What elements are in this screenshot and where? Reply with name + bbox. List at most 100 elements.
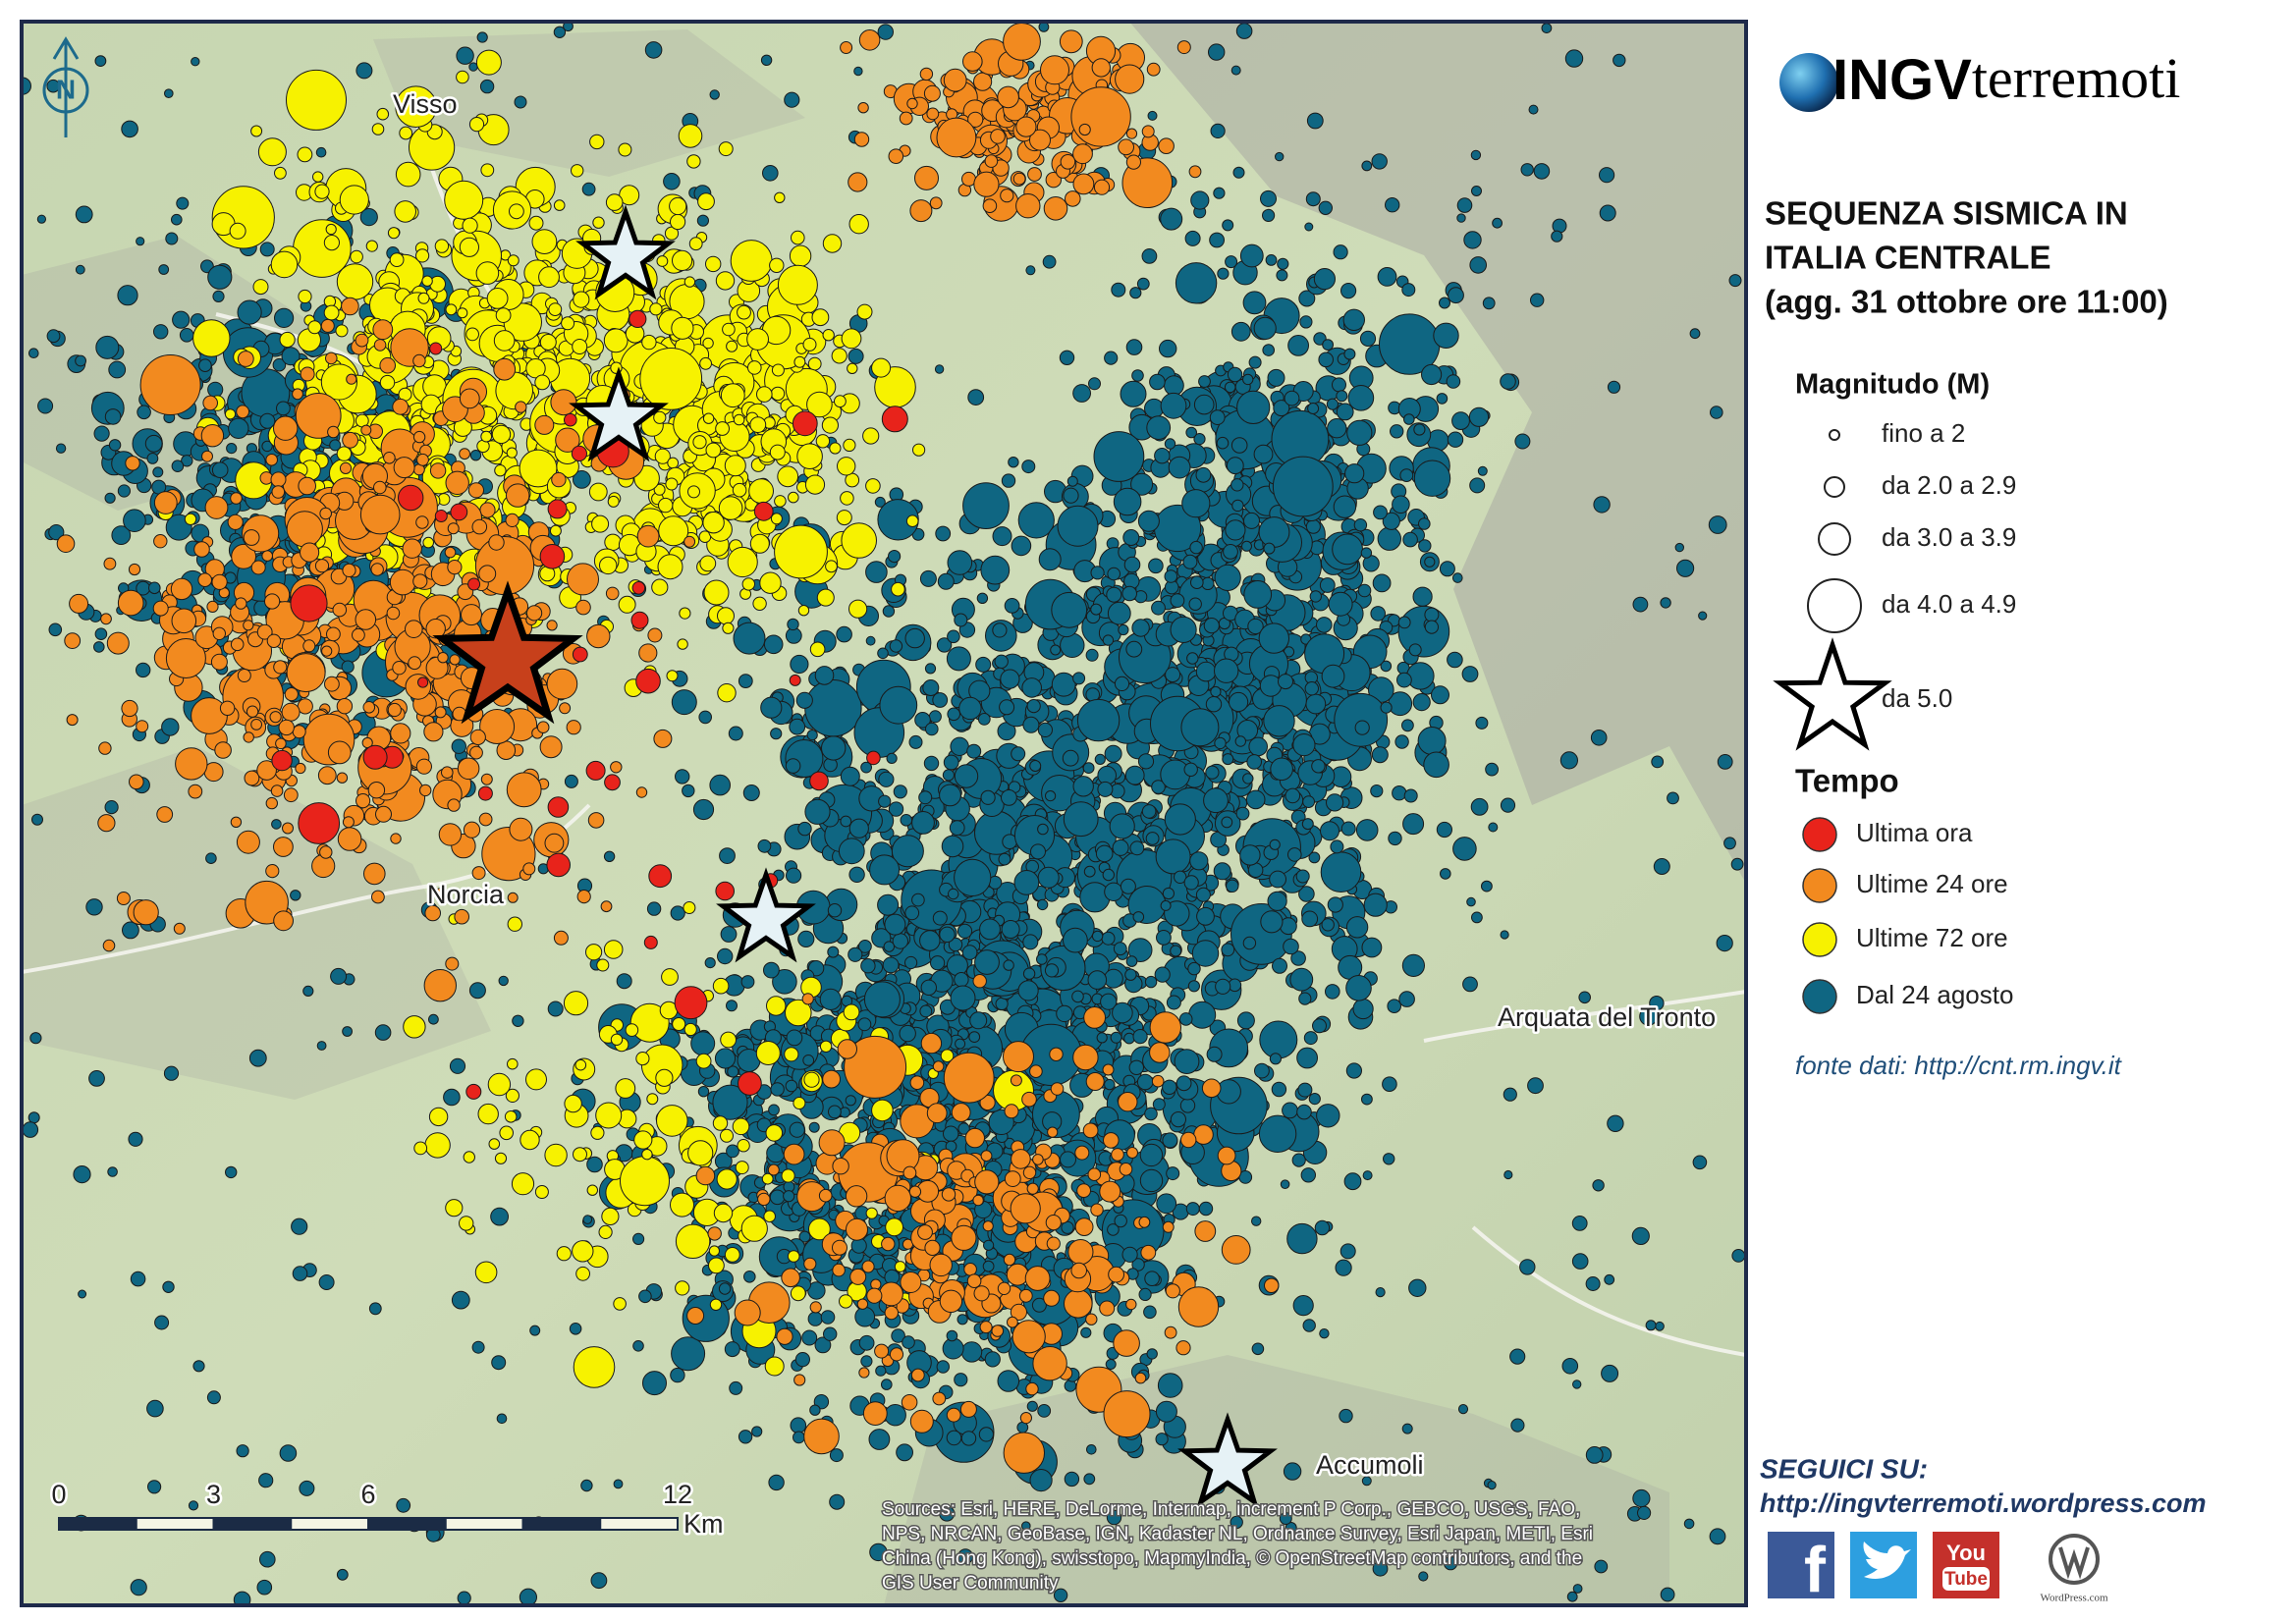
- epicenter: [1390, 424, 1404, 439]
- epicenter: [1447, 431, 1464, 448]
- epicenter: [715, 271, 736, 291]
- epicenter: [882, 605, 896, 618]
- epicenter: [1402, 813, 1425, 836]
- epicenter: [653, 729, 673, 748]
- epicenter: [1127, 938, 1153, 962]
- epicenter: [699, 356, 712, 370]
- epicenter: [1253, 444, 1274, 464]
- epicenter: [379, 356, 397, 374]
- epicenter: [273, 415, 299, 441]
- epicenter: [580, 1479, 593, 1492]
- epicenter: [687, 485, 700, 499]
- epicenter: [1361, 1093, 1373, 1106]
- epicenter: [743, 1271, 756, 1283]
- epicenter: [702, 337, 714, 350]
- epicenter: [1079, 882, 1111, 913]
- epicenter: [1380, 701, 1393, 714]
- epicenter: [1050, 644, 1062, 656]
- epicenter: [491, 424, 512, 445]
- epicenter: [1345, 975, 1372, 1001]
- epicenter: [1196, 906, 1215, 926]
- epicenter: [733, 413, 745, 426]
- epicenter: [1551, 230, 1563, 243]
- epicenter: [718, 1282, 732, 1295]
- epicenter: [1269, 870, 1286, 889]
- epicenter: [821, 416, 840, 434]
- epicenter: [394, 200, 417, 223]
- epicenter: [787, 1250, 800, 1263]
- epicenter: [567, 563, 599, 596]
- epicenter: [1353, 518, 1368, 532]
- epicenter: [539, 735, 563, 759]
- epicenter: [479, 502, 496, 518]
- epicenter: [1326, 793, 1344, 812]
- epicenter: [1296, 1047, 1318, 1069]
- epicenter: [1042, 254, 1057, 269]
- epicenter: [1059, 350, 1075, 365]
- epicenter: [845, 1095, 856, 1107]
- epicenter: [722, 322, 736, 337]
- epicenter: [713, 1203, 734, 1223]
- epicenter: [854, 1306, 876, 1327]
- epicenter: [672, 249, 693, 271]
- epicenter: [819, 1040, 833, 1054]
- epicenter: [1514, 433, 1531, 450]
- epicenter: [1026, 1400, 1038, 1412]
- epicenter: [797, 605, 810, 617]
- epicenter: [658, 497, 674, 514]
- epicenter: [1071, 990, 1084, 1003]
- epicenter: [1156, 1193, 1177, 1215]
- epicenter: [1102, 868, 1116, 882]
- epicenter: [424, 1132, 451, 1159]
- epicenter: [1235, 806, 1250, 821]
- epicenter: [1304, 681, 1320, 696]
- epicenter: [1232, 166, 1245, 179]
- epicenter: [1305, 518, 1321, 534]
- epicenter: [632, 1340, 644, 1352]
- epicenter: [1305, 191, 1321, 207]
- epicenter: [1182, 554, 1198, 569]
- epicenter: [463, 1151, 475, 1163]
- epicenter: [1144, 975, 1158, 989]
- epicenter: [1001, 789, 1017, 806]
- epicenter: [786, 1029, 803, 1047]
- epicenter: [1388, 831, 1402, 846]
- epicenter: [774, 524, 828, 579]
- epicenter: [811, 308, 830, 327]
- epicenter: [958, 696, 982, 721]
- epicenter: [1433, 322, 1459, 349]
- epicenter: [1138, 1287, 1152, 1302]
- epicenter: [1189, 540, 1203, 555]
- epicenter: [495, 307, 512, 324]
- epicenter: [1187, 980, 1201, 993]
- epicenter: [1243, 580, 1273, 609]
- epicenter: [1362, 1170, 1373, 1181]
- epicenter: [727, 546, 758, 578]
- epicenter: [878, 794, 892, 808]
- epicenter: [891, 581, 905, 597]
- epicenter: [688, 237, 703, 251]
- epicenter: [675, 769, 690, 784]
- epicenter: [1234, 735, 1247, 747]
- epicenter: [747, 360, 762, 375]
- epicenter: [769, 444, 786, 460]
- epicenter: [797, 821, 812, 837]
- epicenter: [884, 913, 906, 936]
- epicenter: [504, 1110, 518, 1123]
- epicenter: [667, 457, 680, 469]
- epicenter: [1152, 1098, 1166, 1111]
- epicenter: [496, 1413, 508, 1425]
- epicenter: [947, 550, 973, 575]
- epicenter: [885, 1217, 903, 1237]
- epicenter: [1322, 339, 1334, 352]
- epicenter: [148, 581, 161, 595]
- epicenter: [860, 958, 876, 974]
- epicenter: [869, 1542, 888, 1562]
- epicenter: [1275, 151, 1285, 162]
- epicenter: [581, 182, 596, 196]
- epicenter: [188, 1500, 199, 1511]
- epicenter: [1072, 672, 1086, 685]
- epicenter: [1452, 837, 1477, 861]
- epicenter: [919, 1004, 933, 1018]
- epicenter: [957, 1548, 974, 1565]
